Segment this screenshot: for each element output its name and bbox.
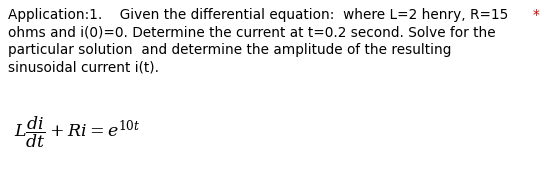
Text: *: *: [533, 8, 540, 22]
Text: sinusoidal current i(t).: sinusoidal current i(t).: [8, 61, 159, 75]
Text: particular solution  and determine the amplitude of the resulting: particular solution and determine the am…: [8, 43, 451, 57]
Text: $L\dfrac{di}{dt} + Ri = e^{10t}$: $L\dfrac{di}{dt} + Ri = e^{10t}$: [14, 114, 141, 150]
Text: ohms and i(0)=0. Determine the current at t=0.2 second. Solve for the: ohms and i(0)=0. Determine the current a…: [8, 26, 495, 40]
Text: Application:1.    Given the differential equation:  where L=2 henry, R=15: Application:1. Given the differential eq…: [8, 8, 508, 22]
